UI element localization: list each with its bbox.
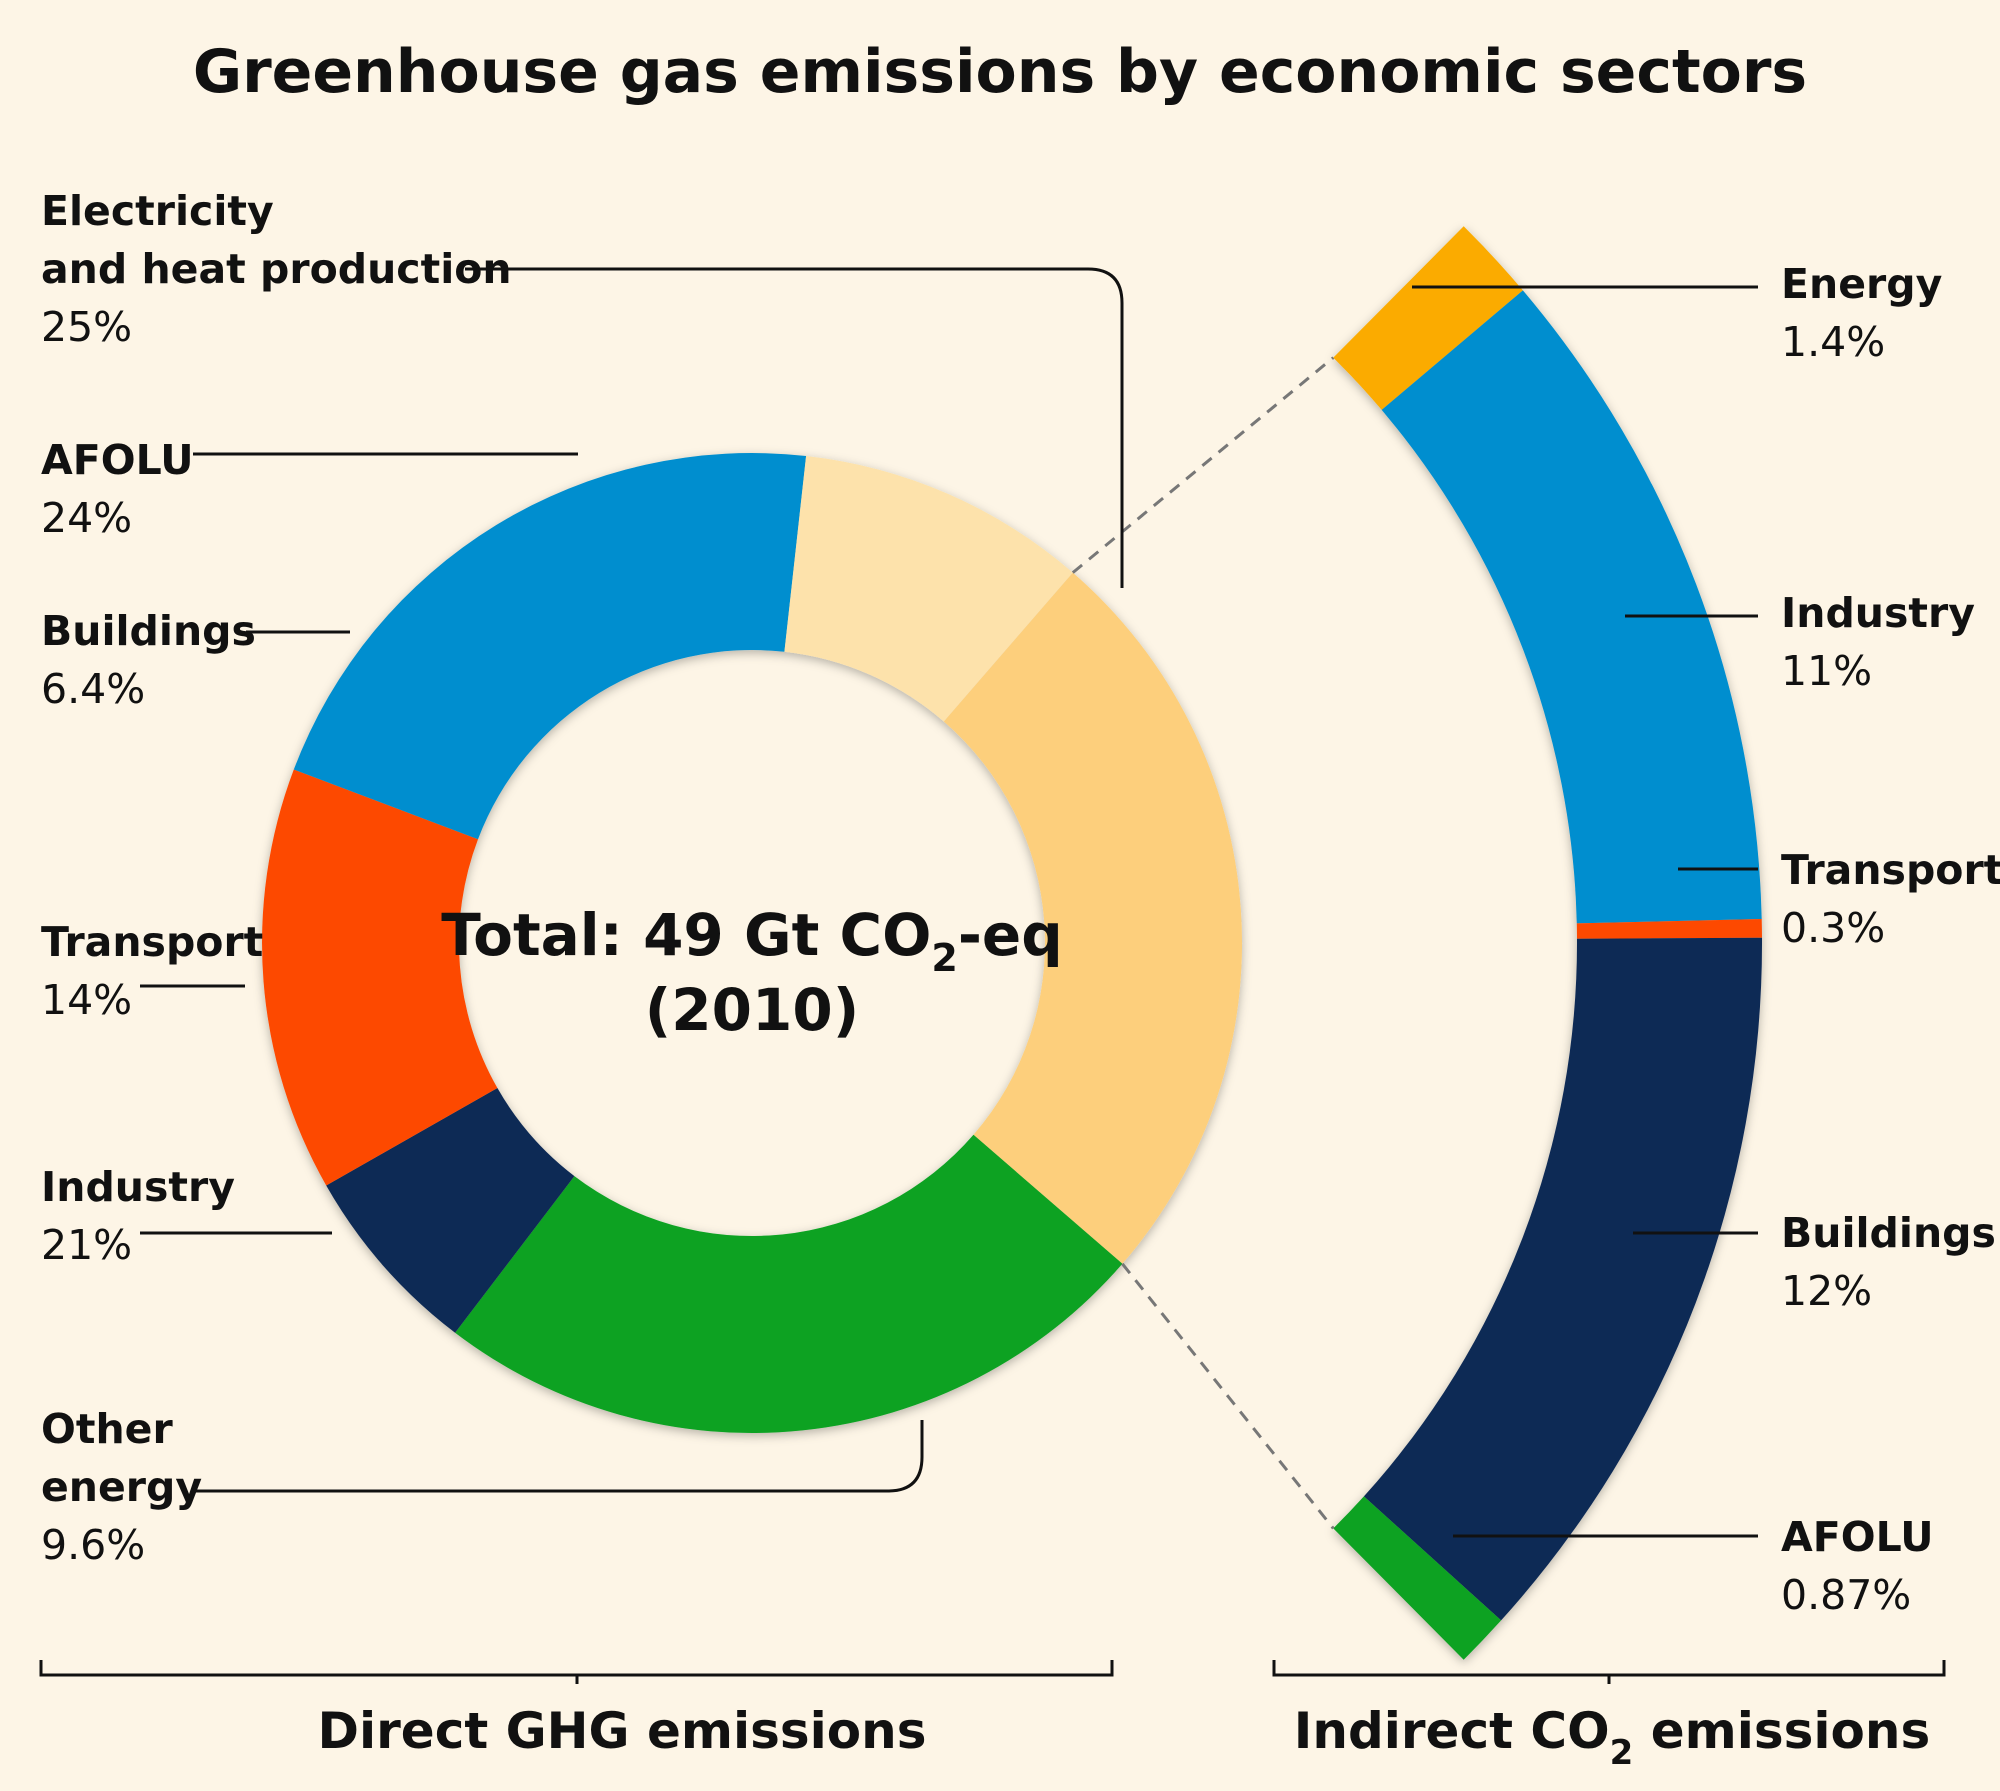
indirect-label-energy: Energy <box>1781 260 1942 308</box>
indirect-slice-energy <box>1333 226 1523 410</box>
indirect-slice-buildings <box>1363 937 1763 1621</box>
direct-label-buildings: Buildings <box>41 607 256 655</box>
direct-label-electricity-and-heat-production: Electricity <box>41 187 274 235</box>
direct-slice-electricity-and-heat-production <box>943 572 1243 1264</box>
direct-group-label: Direct GHG emissions <box>317 1702 926 1760</box>
slice-labels: Electricity and heat production 25% AFOLU 24… <box>41 187 2000 1619</box>
indirect-group-label: Indirect CO2 emissions <box>1294 1702 1930 1773</box>
indirect-emissions-band <box>1333 226 1763 1660</box>
indirect-slice-industry <box>1381 290 1762 924</box>
center-year-label: (2010) <box>645 976 859 1044</box>
direct-label-electricity-and-heat-production: and heat production <box>41 245 512 293</box>
indirect-slice-afolu <box>1333 1496 1502 1660</box>
connector-top <box>1071 356 1335 574</box>
direct-label-transport: Transport <box>41 918 263 966</box>
direct-slice-industry <box>293 453 807 840</box>
indirect-value-energy: 1.4% <box>1781 318 1885 366</box>
indirect-value-buildings: 12% <box>1781 1267 1872 1315</box>
direct-label-industry: Industry <box>41 1163 235 1211</box>
direct-group-bracket <box>39 1660 1114 1684</box>
direct-leader-other-energy <box>196 1420 924 1493</box>
direct-slice-afolu <box>455 1134 1123 1434</box>
indirect-group-bracket <box>1272 1660 1946 1684</box>
indirect-value-afolu: 0.87% <box>1781 1571 1911 1619</box>
leader-lines <box>140 267 1758 1538</box>
indirect-value-industry: 11% <box>1781 647 1872 695</box>
indirect-label-transport: Transport <box>1781 846 2000 894</box>
chart-title: Greenhouse gas emissions by economic sec… <box>193 37 1807 107</box>
direct-value-other-energy: 9.6% <box>41 1521 145 1569</box>
indirect-value-transport: 0.3% <box>1781 904 1885 952</box>
connector-lines <box>1071 356 1335 1530</box>
indirect-label-industry: Industry <box>1781 589 1975 637</box>
indirect-label-buildings: Buildings <box>1781 1209 1996 1257</box>
direct-label-afolu: AFOLU <box>41 436 194 484</box>
direct-value-afolu: 24% <box>41 494 132 542</box>
direct-label-other-energy: Other <box>41 1405 173 1453</box>
direct-slice-other-energy <box>784 456 1073 722</box>
center-total-label: Total: 49 Gt CO2-eq <box>441 901 1063 980</box>
direct-emissions-donut <box>262 453 1243 1434</box>
direct-label-other-energy: energy <box>41 1463 202 1511</box>
direct-leader-electricity-and-heat-production <box>465 267 1124 588</box>
direct-slice-transport <box>262 769 498 1186</box>
indirect-label-afolu: AFOLU <box>1781 1513 1934 1561</box>
connector-bottom <box>1121 1262 1335 1530</box>
indirect-slice-transport <box>1576 919 1762 939</box>
direct-value-transport: 14% <box>41 976 132 1024</box>
direct-value-industry: 21% <box>41 1221 132 1269</box>
direct-value-electricity-and-heat-production: 25% <box>41 303 132 351</box>
direct-slice-buildings <box>326 1088 575 1333</box>
direct-value-buildings: 6.4% <box>41 665 145 713</box>
